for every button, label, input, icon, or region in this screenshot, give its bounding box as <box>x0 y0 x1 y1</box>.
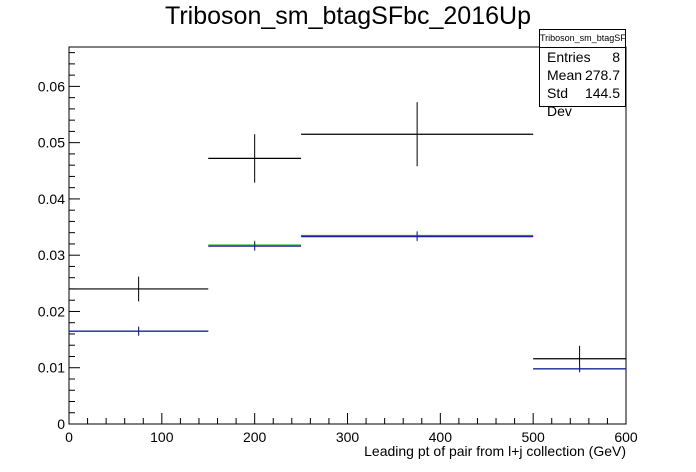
stats-box-title: Triboson_sm_btagSFbc_2016Up <box>540 30 625 48</box>
stats-box: Triboson_sm_btagSFbc_2016Up Entries 8 Me… <box>539 29 626 119</box>
stats-label: Entries <box>547 49 591 65</box>
y-tick-label: 0.03 <box>38 247 65 263</box>
x-tick-label: 400 <box>429 429 453 445</box>
axes: 0 100 200 300 400 500 600 0 0.01 0.02 0.03 0.04 0.05… <box>38 52 638 445</box>
stats-label: Std Dev <box>547 85 572 119</box>
chart-title: Triboson_sm_btagSFbc_2016Up <box>165 2 531 30</box>
x-tick-label: 200 <box>243 429 267 445</box>
y-tick-label: 0.01 <box>38 360 65 376</box>
stats-value: 278.7 <box>584 67 620 83</box>
stats-value: 144.5 <box>584 85 620 101</box>
x-tick-label: 100 <box>150 429 174 445</box>
stats-row-entries: Entries 8 <box>540 48 625 66</box>
y-tick-label: 0.04 <box>38 191 65 207</box>
x-tick-label: 600 <box>614 429 638 445</box>
stats-row-stddev: Std Dev 144.5 <box>540 84 625 120</box>
x-tick-label: 0 <box>65 429 73 445</box>
y-tick-label: 0.02 <box>38 303 65 319</box>
y-tick-label: 0.05 <box>38 135 65 151</box>
y-tick-label: 0 <box>57 416 65 432</box>
stats-value: 8 <box>612 49 620 65</box>
y-tick-label: 0.06 <box>38 78 65 94</box>
stats-row-mean: Mean 278.7 <box>540 66 625 84</box>
data-series <box>69 102 626 373</box>
x-axis-label: Leading pt of pair from l+j collection (… <box>364 443 626 459</box>
stats-label: Mean <box>547 67 583 83</box>
x-tick-label: 300 <box>336 429 360 445</box>
x-tick-label: 500 <box>521 429 545 445</box>
